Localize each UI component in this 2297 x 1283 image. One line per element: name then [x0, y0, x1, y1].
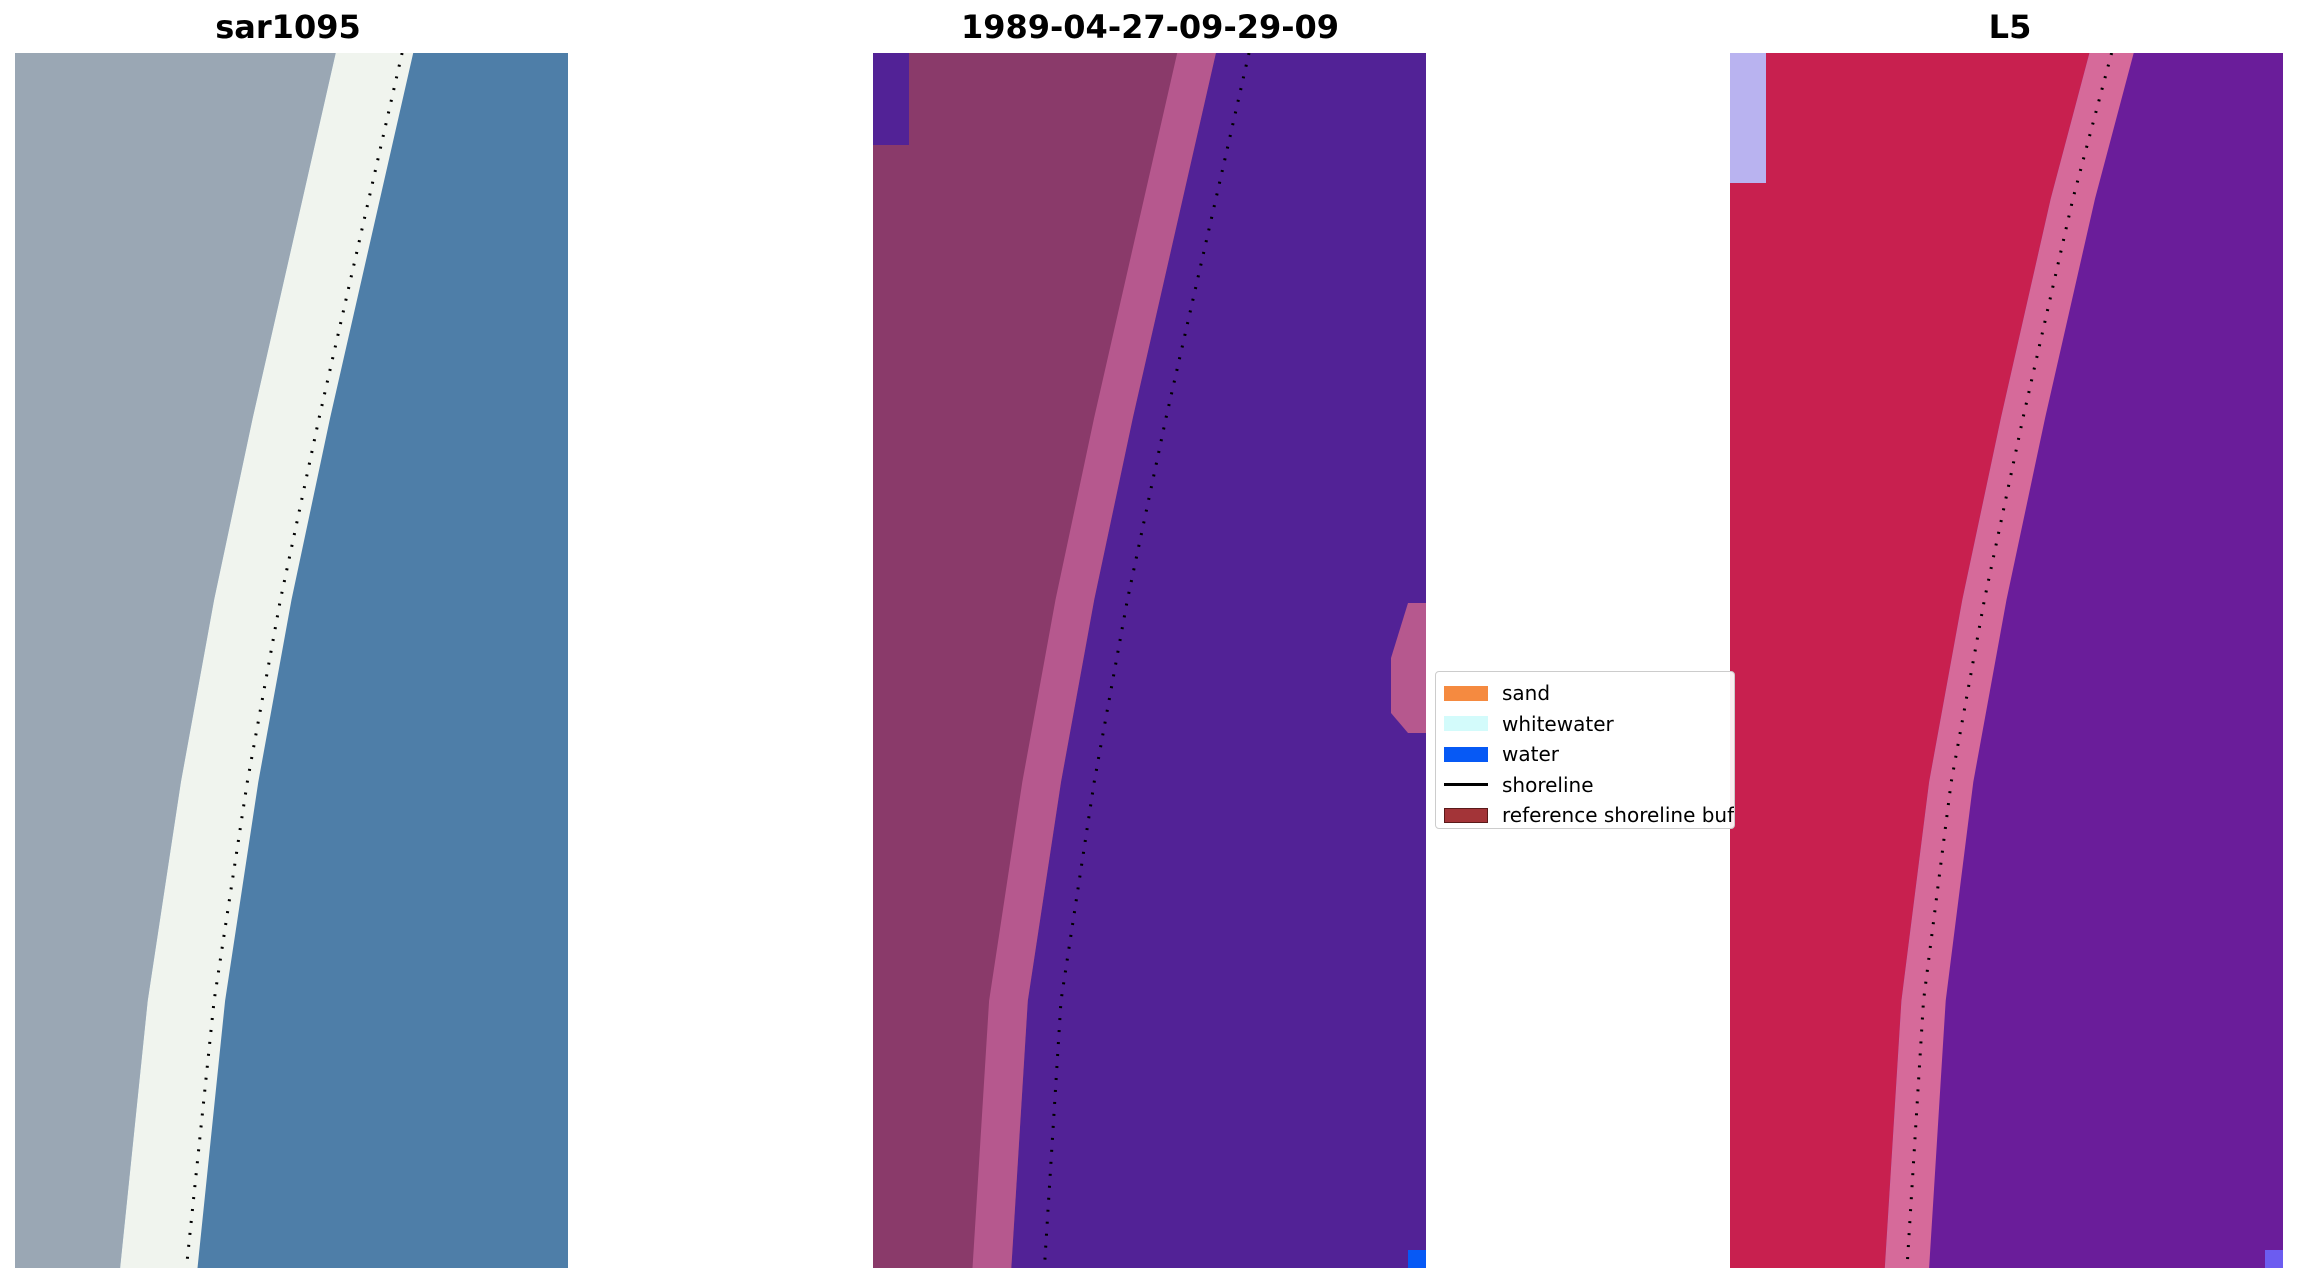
- legend-label: water: [1502, 742, 1559, 767]
- legend-item-water: water: [1444, 739, 1726, 770]
- legend-item-reference-buffer: reference shoreline buffer: [1444, 800, 1734, 828]
- rgb-image-panel: [15, 53, 568, 1268]
- water-swatch: [1444, 746, 1488, 762]
- land-region: [15, 53, 336, 1268]
- shoreline-line-sample: [1444, 783, 1488, 787]
- classified-image-panel: [873, 53, 1426, 1268]
- water-pixel-bottom-right: [1408, 1250, 1426, 1268]
- legend-label: sand: [1502, 681, 1551, 706]
- legend-item-shoreline: shoreline: [1444, 770, 1726, 801]
- legend: sand whitewater water shoreline referenc…: [1435, 671, 1735, 829]
- whitewater-swatch: [1444, 716, 1488, 732]
- legend-label: whitewater: [1502, 711, 1614, 736]
- beach-band: [120, 53, 414, 1268]
- false-color-panel: [1730, 53, 2283, 1268]
- legend-label: shoreline: [1502, 772, 1594, 797]
- light-pixel-top-left: [1730, 53, 1766, 183]
- legend-item-sand: sand: [1444, 678, 1726, 709]
- land-region: [1730, 53, 2090, 1268]
- sand-swatch: [1444, 685, 1488, 701]
- reference-buffer-top: [873, 53, 909, 145]
- light-pixel-bottom-right: [2265, 1250, 2283, 1268]
- legend-item-whitewater: whitewater: [1444, 709, 1726, 740]
- panel-title-classification: 1989-04-27-09-29-09: [960, 8, 1340, 46]
- offshore-patch: [1391, 603, 1426, 733]
- panel-title-sar: sar1095: [215, 8, 361, 46]
- panel-title-l5: L5: [1988, 8, 2032, 46]
- coast-band: [1884, 53, 2134, 1268]
- legend-label: reference shoreline buffer: [1502, 803, 1734, 828]
- reference-buffer-swatch: [1444, 807, 1488, 823]
- buffer-edge-band: [972, 53, 1216, 1268]
